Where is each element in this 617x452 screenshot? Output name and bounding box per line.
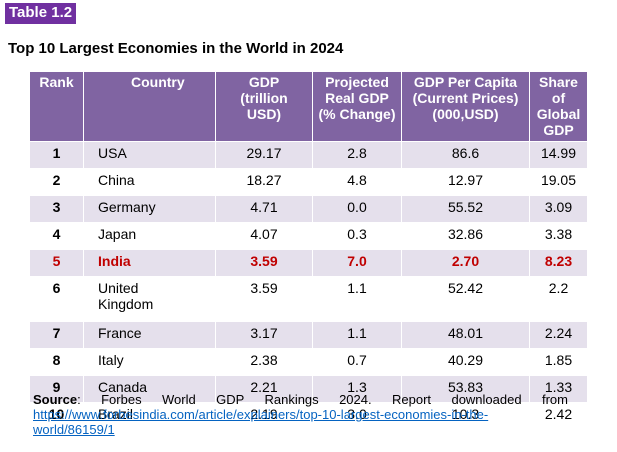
- per-capita-cell: 55.52: [401, 195, 530, 223]
- share-cell: 3.09: [529, 195, 588, 223]
- header-share-line: Global: [536, 106, 581, 122]
- country-line: United: [98, 280, 139, 296]
- gdp-cell: 3.59: [215, 276, 313, 322]
- gdp-cell: 29.17: [215, 141, 313, 169]
- country-cell: Germany: [83, 195, 216, 223]
- growth-cell: 1.3: [312, 375, 402, 403]
- rank-cell: 6: [29, 276, 84, 322]
- per-capita-cell: 40.29: [401, 348, 530, 376]
- rank-cell: 3: [29, 195, 84, 223]
- country-line: Kingdom: [98, 296, 154, 312]
- growth-cell: 7.0: [312, 249, 402, 277]
- table-row: 10 Brazil 2.19 3.0 10.3 2.42: [29, 402, 588, 430]
- source-link[interactable]: https://www.forbesindia.com/article/expl…: [33, 407, 489, 437]
- share-cell: 19.05: [529, 168, 588, 196]
- per-capita-cell: 2.70: [401, 249, 530, 277]
- rank-cell: 8: [29, 348, 84, 376]
- share-cell: 14.99: [529, 141, 588, 169]
- country-cell: China: [83, 168, 216, 196]
- table-row: 3 Germany 4.71 0.0 55.52 3.09: [29, 195, 588, 223]
- country-cell: United Kingdom: [83, 276, 216, 322]
- table-row: 6 United Kingdom 3.59 1.1 52.42 2.2: [29, 276, 588, 322]
- growth-cell: 1.1: [312, 276, 402, 322]
- share-cell: 2.42: [529, 402, 588, 430]
- share-cell: 3.38: [529, 222, 588, 250]
- gdp-cell: 18.27: [215, 168, 313, 196]
- growth-cell: 0.3: [312, 222, 402, 250]
- rank-cell: 9: [29, 375, 84, 403]
- header-growth-line: Projected: [325, 74, 389, 90]
- per-capita-cell: 86.6: [401, 141, 530, 169]
- share-cell: 8.23: [529, 249, 588, 277]
- table-row: 1 USA 29.17 2.8 86.6 14.99: [29, 141, 588, 169]
- header-gdp: GDP (trillion USD): [215, 71, 313, 142]
- header-gdp-line: USD): [246, 106, 282, 122]
- per-capita-cell: 12.97: [401, 168, 530, 196]
- per-capita-cell: 32.86: [401, 222, 530, 250]
- rank-cell: 10: [29, 402, 84, 430]
- table-row: 2 China 18.27 4.8 12.97 19.05: [29, 168, 588, 196]
- header-gdp-line: GDP: [248, 74, 280, 90]
- gdp-cell: 4.71: [215, 195, 313, 223]
- share-cell: 2.2: [529, 276, 588, 322]
- rank-cell: 7: [29, 321, 84, 349]
- gdp-cell: 4.07: [215, 222, 313, 250]
- share-cell: 1.33: [529, 375, 588, 403]
- gdp-cell: 2.19: [215, 402, 313, 430]
- header-per-capita-line: (Current Prices): [412, 90, 519, 106]
- table-row-highlight: 5 India 3.59 7.0 2.70 8.23: [29, 249, 588, 277]
- country-cell: France: [83, 321, 216, 349]
- gdp-cell: 2.38: [215, 348, 313, 376]
- growth-cell: 2.8: [312, 141, 402, 169]
- table-row: 9 Canada 2.21 1.3 53.83 1.33: [29, 375, 588, 403]
- country-cell: India: [83, 249, 216, 277]
- source-text: : Forbes World GDP Rankings 2024. Report…: [77, 392, 568, 407]
- country-cell: Brazil: [83, 402, 216, 430]
- growth-cell: 1.1: [312, 321, 402, 349]
- header-growth-line: Real GDP: [325, 90, 389, 106]
- source-note: Source: Forbes World GDP Rankings 2024. …: [33, 392, 568, 437]
- header-share-line: Share of: [539, 74, 578, 106]
- table-label: Table 1.2: [5, 3, 77, 24]
- table-row: 8 Italy 2.38 0.7 40.29 1.85: [29, 348, 588, 376]
- gdp-cell: 3.59: [215, 249, 313, 277]
- header-per-capita-line: (000,USD): [432, 106, 499, 122]
- header-country: Country: [83, 71, 216, 142]
- header-share-line: GDP: [543, 122, 574, 138]
- growth-cell: 0.7: [312, 348, 402, 376]
- rank-cell: 4: [29, 222, 84, 250]
- header-growth-line: (% Change): [318, 106, 396, 122]
- per-capita-cell: 48.01: [401, 321, 530, 349]
- header-rank: Rank: [29, 71, 84, 142]
- country-cell: Japan: [83, 222, 216, 250]
- growth-cell: 4.8: [312, 168, 402, 196]
- rank-cell: 2: [29, 168, 84, 196]
- header-per-capita-line: GDP Per Capita: [413, 74, 518, 90]
- table-row: 4 Japan 4.07 0.3 32.86 3.38: [29, 222, 588, 250]
- header-row: Rank Country GDP (trillion USD) Projecte…: [29, 71, 588, 142]
- country-cell: USA: [83, 141, 216, 169]
- growth-cell: 3.0: [312, 402, 402, 430]
- country-cell: Italy: [83, 348, 216, 376]
- economies-table: Rank Country GDP (trillion USD) Projecte…: [29, 71, 588, 430]
- gdp-cell: 2.21: [215, 375, 313, 403]
- share-cell: 1.85: [529, 348, 588, 376]
- source-lead: Source: [33, 392, 78, 407]
- table-row: 7 France 3.17 1.1 48.01 2.24: [29, 321, 588, 349]
- rank-cell: 5: [29, 249, 84, 277]
- gdp-cell: 3.17: [215, 321, 313, 349]
- header-share: Share of Global GDP: [529, 71, 588, 142]
- growth-cell: 0.0: [312, 195, 402, 223]
- rank-cell: 1: [29, 141, 84, 169]
- per-capita-cell: 10.3: [401, 402, 530, 430]
- table-title: Top 10 Largest Economies in the World in…: [8, 40, 344, 57]
- header-per-capita: GDP Per Capita (Current Prices) (000,USD…: [401, 71, 530, 142]
- header-gdp-line: (trillion: [240, 90, 288, 106]
- per-capita-cell: 53.83: [401, 375, 530, 403]
- per-capita-cell: 52.42: [401, 276, 530, 322]
- header-growth: Projected Real GDP (% Change): [312, 71, 402, 142]
- share-cell: 2.24: [529, 321, 588, 349]
